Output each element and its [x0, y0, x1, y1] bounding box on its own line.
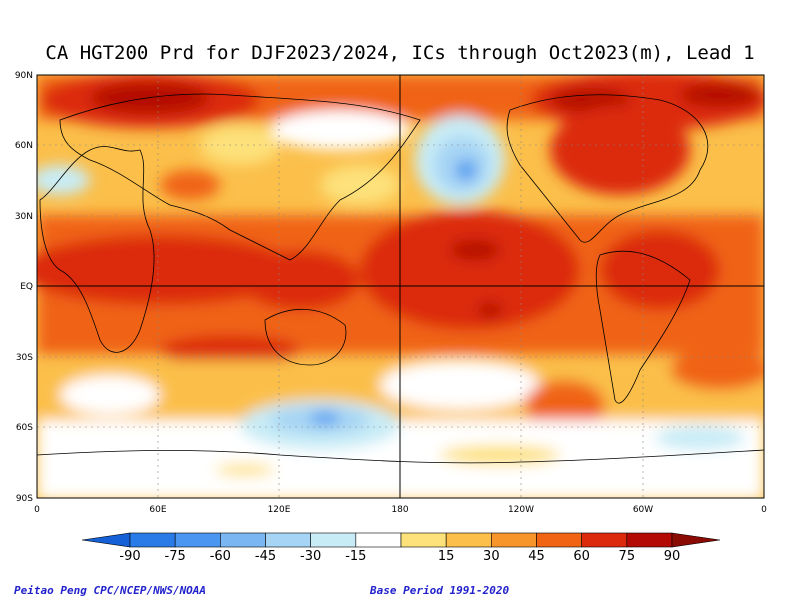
colorbar-tick-label: 15 [438, 549, 455, 564]
colorbar-segment [129, 532, 176, 548]
graticule [37, 75, 764, 498]
anomaly-field [37, 75, 764, 498]
lat-label: 90S [16, 494, 33, 504]
colorbar-segment [491, 532, 537, 548]
colorbar-tick-label: 75 [619, 549, 636, 564]
colorbar-segment [445, 532, 492, 548]
colorbar-tick-label: 45 [528, 549, 545, 564]
map-frame [36, 74, 765, 499]
colorbar-tick-label: 30 [483, 549, 500, 564]
latitude-axis: 90N 60N 30N EQ 30S 60S 90S [15, 71, 33, 504]
lat-label: 90N [15, 71, 33, 81]
colorbar: -90 -75 -60 -45 -30 -15 15 30 45 60 75 90 [81, 532, 721, 564]
colorbar-tick-label: -60 [210, 549, 231, 564]
colorbar-arrow-high [671, 532, 721, 548]
colorbar-tick-label: -30 [300, 549, 321, 564]
colorbar-tick-label: -15 [345, 549, 366, 564]
longitude-axis: 0 60E 120E 180 120W 60W 0 [34, 505, 767, 515]
footer-credit: Peitao Peng CPC/NCEP/NWS/NOAA [14, 584, 207, 597]
lon-label: 120E [268, 505, 291, 515]
lon-label: 120W [508, 505, 534, 515]
colorbar-segment [536, 532, 582, 548]
colorbar-segment [310, 532, 357, 548]
lon-label: 60E [149, 505, 166, 515]
colorbar-tick-label: -90 [119, 549, 140, 564]
footer-base-period: Base Period 1991-2020 [370, 584, 510, 597]
lat-label: 60N [15, 141, 33, 151]
lon-label: 180 [391, 505, 408, 515]
colorbar-tick-label: 90 [664, 549, 681, 564]
lat-label: EQ [20, 282, 33, 292]
lon-label: 60W [633, 505, 653, 515]
lat-label: 30N [15, 212, 33, 222]
lon-label: 0 [761, 505, 767, 515]
colorbar-tick-label: -45 [255, 549, 276, 564]
colorbar-tick-label: -75 [165, 549, 186, 564]
map-title: CA HGT200 Prd for DJF2023/2024, ICs thro… [45, 42, 755, 64]
lat-label: 30S [16, 353, 33, 363]
colorbar-segment [626, 532, 673, 548]
colorbar-segment [174, 532, 221, 548]
colorbar-segment [220, 532, 266, 548]
colorbar-segment [265, 532, 311, 548]
lat-label: 60S [16, 423, 33, 433]
coastlines [37, 93, 764, 464]
colorbar-segment [400, 532, 447, 548]
colorbar-tick-label: 60 [573, 549, 590, 564]
lon-label: 0 [34, 505, 40, 515]
colorbar-segment [355, 532, 402, 548]
colorbar-segment [581, 532, 628, 548]
colorbar-arrow-low [81, 532, 131, 548]
